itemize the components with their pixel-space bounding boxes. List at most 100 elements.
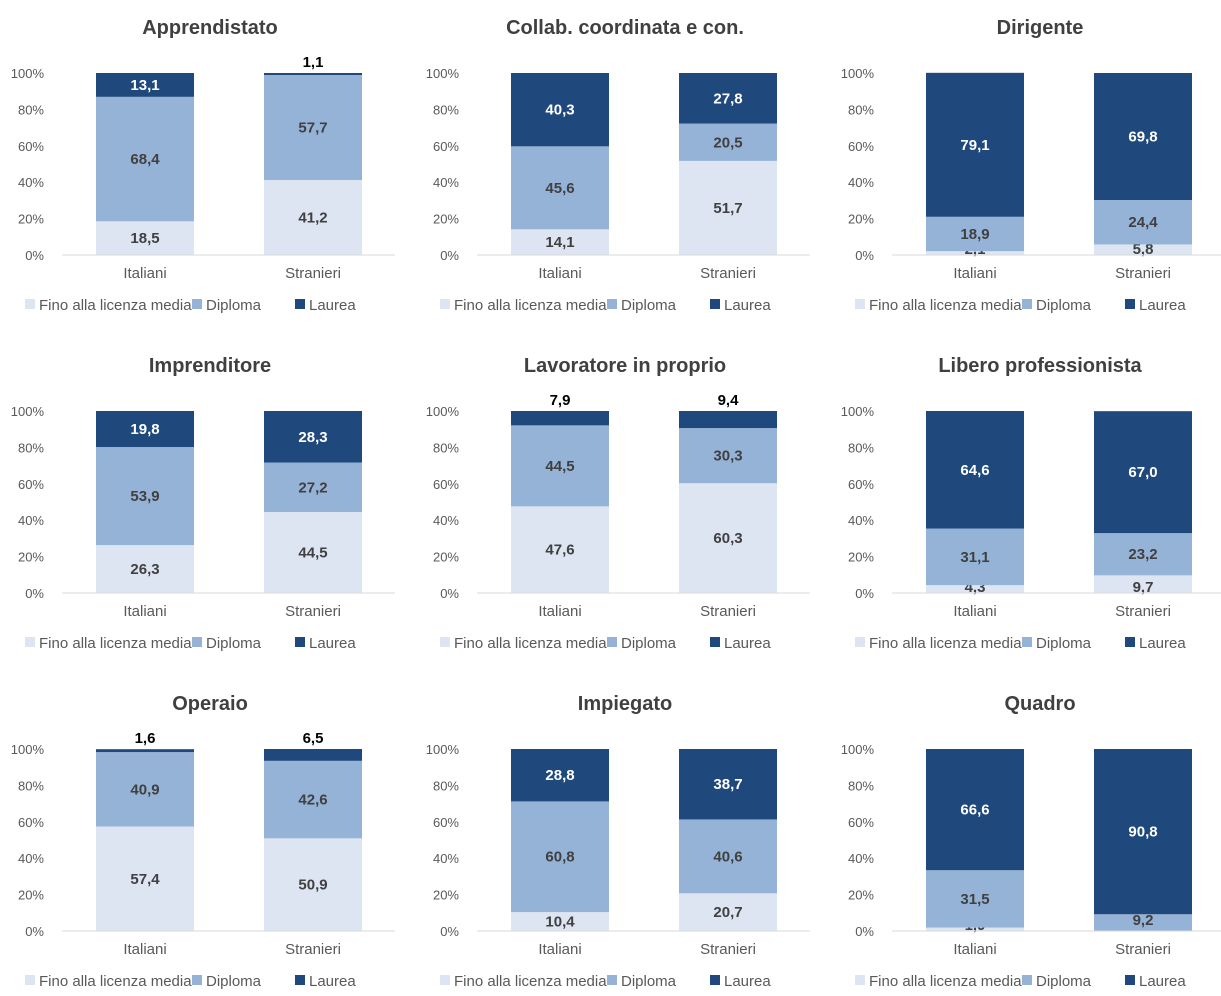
- chart-panel-collab-coordinata-e-con: Collab. coordinata e con. 0% 20% 40% 60% 80% 1…: [415, 0, 815, 320]
- y-tick-label: 40%: [848, 175, 874, 190]
- legend-swatch-laurea: [710, 299, 720, 309]
- y-tick-label: 0%: [855, 586, 874, 601]
- bar-segment-diploma: [679, 819, 777, 894]
- category-label: Italiani: [538, 265, 581, 282]
- bar-segment-fino-alla-licenza-media: [264, 180, 362, 255]
- category-label: Italiani: [123, 941, 166, 958]
- legend-label: Diploma: [1036, 297, 1092, 314]
- category-label: Stranieri: [700, 265, 756, 282]
- bar-segment-laurea: [511, 411, 609, 426]
- y-tick-label: 20%: [433, 212, 459, 227]
- y-tick-label: 60%: [433, 815, 459, 830]
- bar-segment-laurea: [511, 749, 609, 802]
- y-tick-label: 40%: [848, 851, 874, 866]
- data-label: 20,7: [713, 904, 742, 921]
- y-tick-label: 40%: [433, 513, 459, 528]
- y-tick-label: 100%: [841, 404, 875, 419]
- legend-label: Laurea: [1139, 635, 1186, 652]
- y-tick-label: 20%: [18, 888, 44, 903]
- legend-label: Diploma: [1036, 635, 1092, 652]
- bar-segment-diploma: [1094, 914, 1192, 931]
- category-label: Stranieri: [700, 941, 756, 958]
- chart-title: Collab. coordinata e con.: [506, 17, 744, 39]
- y-tick-label: 20%: [848, 888, 874, 903]
- data-label: 19,8: [130, 421, 159, 438]
- y-tick-label: 20%: [433, 888, 459, 903]
- chart-panel-apprendistato: Apprendistato 0% 20% 40% 60% 80% 100% 18,5 68,4 1…: [0, 0, 400, 320]
- y-tick-label: 100%: [841, 66, 875, 81]
- bar-segment-fino-alla-licenza-media: [679, 483, 777, 593]
- data-label: 51,7: [713, 200, 742, 217]
- bar-segment-diploma: [511, 146, 609, 230]
- y-tick-label: 40%: [433, 851, 459, 866]
- y-tick-label: 60%: [848, 139, 874, 154]
- y-tick-label: 20%: [848, 550, 874, 565]
- chart-svg: Apprendistato 0% 20% 40% 60% 80% 100% 18,5 68,4 1…: [11, 17, 395, 314]
- data-label: 90,8: [1128, 824, 1157, 841]
- bar-segment-diploma: [679, 123, 777, 161]
- data-label: 57,4: [130, 871, 160, 888]
- bar-segment-laurea: [96, 73, 194, 97]
- legend-label: Fino alla licenza media: [39, 297, 192, 314]
- legend-label: Fino alla licenza media: [454, 635, 607, 652]
- category-label: Italiani: [123, 603, 166, 620]
- bar-segment-diploma: [679, 428, 777, 484]
- bar-segment-diploma: [96, 447, 194, 546]
- y-tick-label: 100%: [426, 404, 460, 419]
- data-label: 5,8: [1133, 241, 1154, 258]
- y-tick-label: 100%: [11, 742, 45, 757]
- y-tick-label: 80%: [18, 778, 44, 793]
- data-label: 20,5: [713, 134, 742, 151]
- legend-label: Fino alla licenza media: [869, 635, 1022, 652]
- legend-swatch-laurea: [1125, 975, 1135, 985]
- bar-segment-laurea: [679, 73, 777, 124]
- data-label: 44,5: [545, 458, 574, 475]
- legend-swatch-diploma: [192, 975, 202, 985]
- chart-panel-impiegato: Impiegato 0% 20% 40% 60% 80% 100% 10,4 60,8 28,8 I…: [415, 676, 815, 996]
- chart-svg: Libero professionista0%20%40%60%80%100%4…: [841, 355, 1221, 652]
- data-label: 68,4: [130, 151, 160, 168]
- chart-title: Imprenditore: [149, 355, 271, 377]
- bar-segment-laurea: [96, 749, 194, 753]
- chart-svg: Imprenditore 0% 20% 40% 60% 80% 100% 26,3 53,9 19…: [11, 355, 395, 652]
- bar-segment-diploma: [96, 752, 194, 827]
- chart-title: Impiegato: [578, 693, 672, 715]
- legend-swatch-diploma: [607, 637, 617, 647]
- data-label: 28,8: [545, 767, 574, 784]
- bar-segment-diploma: [264, 760, 362, 839]
- y-tick-label: 80%: [433, 440, 459, 455]
- legend-swatch-fino-alla-licenza-media: [440, 975, 450, 985]
- y-tick-label: 0%: [440, 586, 459, 601]
- data-label: 31,1: [960, 549, 989, 566]
- data-label: 64,6: [960, 462, 989, 479]
- legend-swatch-diploma: [192, 637, 202, 647]
- chart-svg: Operaio 0% 20% 40% 60% 80% 100% 57,4 40,9 1,6 Ital…: [11, 693, 395, 990]
- legend-swatch-diploma: [192, 299, 202, 309]
- bar-segment-fino-alla-licenza-media: [679, 893, 777, 931]
- data-label: 14,1: [545, 234, 574, 251]
- chart-panel-libero-professionista: Libero professionista 0% 20% 40% 60% 80% 100% 4…: [830, 338, 1221, 658]
- data-label: 40,9: [130, 781, 159, 798]
- y-tick-label: 80%: [433, 778, 459, 793]
- data-label: 40,3: [545, 102, 574, 119]
- chart-svg: Collab. coordinata e con. 0% 20% 40% 60% 80% 1…: [426, 17, 810, 314]
- legend-swatch-fino-alla-licenza-media: [855, 299, 865, 309]
- data-label: 79,1: [960, 137, 989, 154]
- bar-segment-diploma: [511, 801, 609, 913]
- data-label: 18,5: [130, 230, 159, 247]
- legend-swatch-laurea: [1125, 299, 1135, 309]
- y-tick-label: 0%: [440, 248, 459, 263]
- y-tick-label: 0%: [855, 924, 874, 939]
- bar-segment-laurea: [264, 73, 362, 76]
- bar-segment-fino-alla-licenza-media: [264, 838, 362, 931]
- category-label: Stranieri: [1115, 603, 1171, 620]
- data-label: 26,3: [130, 561, 159, 578]
- y-tick-label: 40%: [18, 513, 44, 528]
- legend-swatch-fino-alla-licenza-media: [25, 299, 35, 309]
- y-tick-label: 100%: [841, 742, 875, 757]
- y-tick-label: 60%: [433, 139, 459, 154]
- y-tick-label: 60%: [433, 477, 459, 492]
- legend-label: Laurea: [309, 635, 356, 652]
- legend-swatch-laurea: [710, 975, 720, 985]
- y-tick-label: 80%: [18, 102, 44, 117]
